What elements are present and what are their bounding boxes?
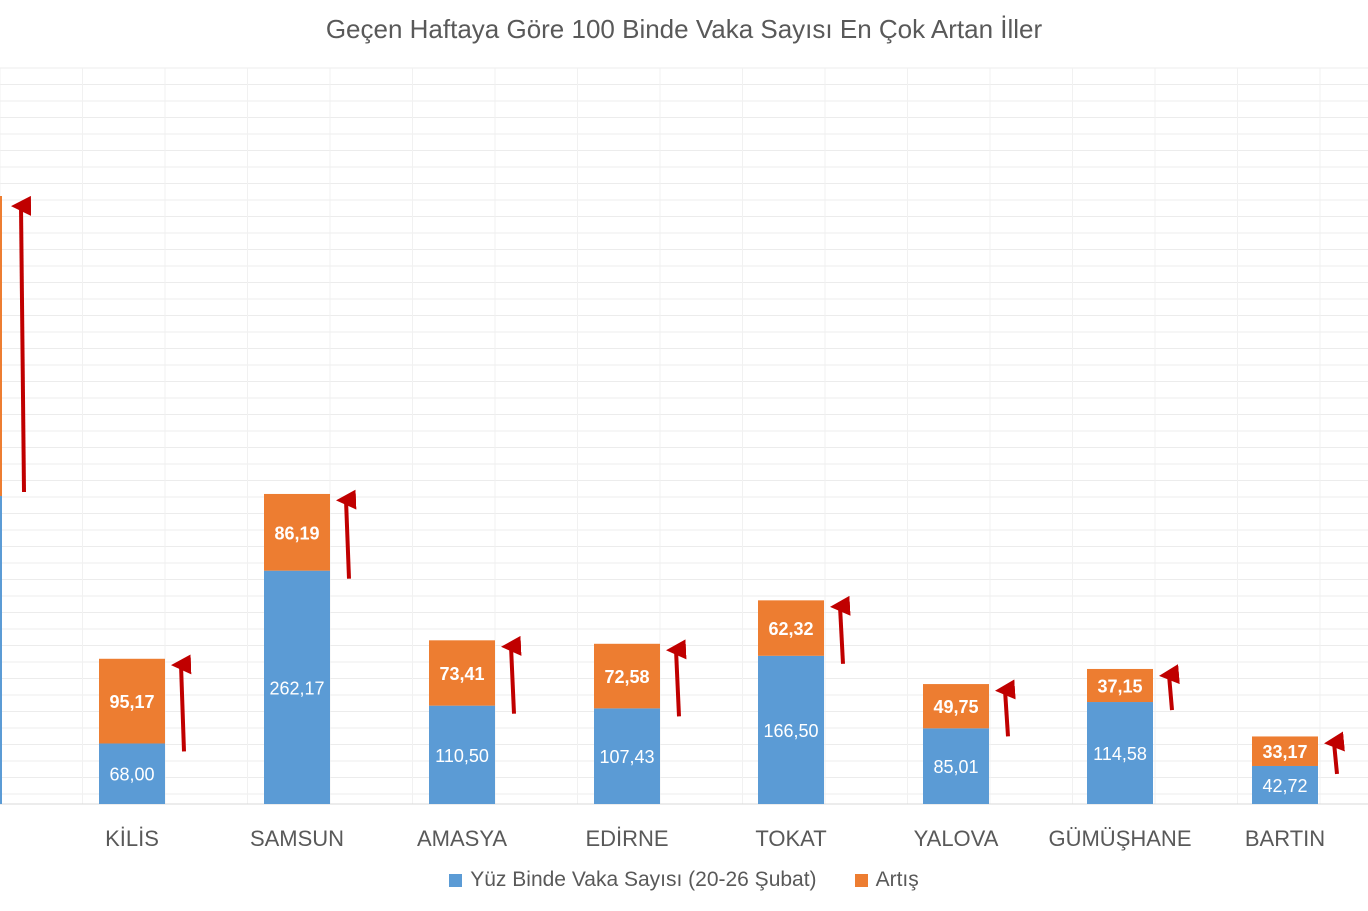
data-label-cases: 107,43 xyxy=(599,747,654,767)
x-tick-label: KİLİS xyxy=(105,826,159,851)
legend-swatch-increase xyxy=(854,873,868,887)
increase-arrow xyxy=(171,654,192,752)
data-label-increase: 86,19 xyxy=(274,523,319,543)
increase-arrow xyxy=(1324,731,1345,775)
data-label-increase: 33,17 xyxy=(1262,742,1307,762)
data-label-increase: 37,15 xyxy=(1097,676,1142,696)
data-label-cases: 166,50 xyxy=(763,721,818,741)
chart-title: Geçen Haftaya Göre 100 Binde Vaka Sayısı… xyxy=(325,14,1043,44)
bar-cases xyxy=(264,570,330,804)
data-label-cases: 68,00 xyxy=(109,765,154,785)
data-label-cases: 262,17 xyxy=(269,678,324,698)
legend-label-cases: Yüz Binde Vaka Sayısı (20-26 Şubat) xyxy=(470,868,817,891)
increase-arrow xyxy=(666,639,687,717)
data-label-cases: 42,72 xyxy=(1262,776,1307,796)
legend: Yüz Binde Vaka Sayısı (20-26 Şubat) Artı… xyxy=(0,868,1368,892)
bar-cases xyxy=(99,743,165,804)
bar-cases xyxy=(758,655,824,804)
bar-increase xyxy=(1087,668,1153,703)
data-label-increase: 95,17 xyxy=(109,692,154,712)
bar-increase xyxy=(923,684,989,729)
bar-cases xyxy=(429,705,495,804)
x-tick-label: SAMSUN xyxy=(250,826,344,851)
legend-item-cases: Yüz Binde Vaka Sayısı (20-26 Şubat) xyxy=(449,868,817,892)
bar-cases-partial xyxy=(0,496,2,804)
data-label-increase: 72,58 xyxy=(604,667,649,687)
bar-increase xyxy=(264,493,330,571)
data-label-increase: 49,75 xyxy=(933,697,978,717)
increase-arrow xyxy=(501,635,522,714)
increase-arrows xyxy=(11,195,1345,775)
data-label-cases: 114,58 xyxy=(1093,744,1147,764)
x-tick-label: EDİRNE xyxy=(585,826,668,851)
increase-arrow xyxy=(11,195,32,493)
legend-label-increase: Artış xyxy=(875,868,919,891)
data-label-cases: 85,01 xyxy=(933,757,978,777)
increase-arrow xyxy=(1159,664,1180,711)
legend-swatch-cases xyxy=(449,873,463,887)
bar-increase xyxy=(429,640,495,706)
bar-increase xyxy=(594,643,660,709)
bar-cases xyxy=(923,728,989,804)
increase-arrow xyxy=(830,595,851,664)
bar-cases xyxy=(1087,702,1153,804)
x-tick-label: TOKAT xyxy=(755,826,826,851)
legend-item-increase: Artış xyxy=(854,868,919,892)
data-label-increase: 62,32 xyxy=(768,619,813,639)
x-tick-label: BARTIN xyxy=(1245,826,1325,851)
x-tick-label: AMASYA xyxy=(417,826,507,851)
bar-increase-partial xyxy=(0,196,2,496)
grid-lines xyxy=(0,67,1368,805)
bar-increase xyxy=(1252,736,1318,766)
increase-arrow xyxy=(995,679,1016,737)
data-label-increase: 73,41 xyxy=(439,664,484,684)
bar-increase xyxy=(758,600,824,656)
data-label-cases: 110,50 xyxy=(435,746,489,766)
x-tick-label: GÜMÜŞHANE xyxy=(1048,826,1191,851)
bars xyxy=(0,196,1318,804)
labels: 68,00 95,17 KİLİS 262,17 86,19 SAMSUN 110,50 73… xyxy=(105,523,1325,851)
x-tick-label: YALOVA xyxy=(914,826,999,851)
bar-increase xyxy=(99,658,165,744)
bar-cases xyxy=(594,708,660,804)
increase-arrow xyxy=(336,489,357,579)
bar-cases xyxy=(1252,765,1318,804)
